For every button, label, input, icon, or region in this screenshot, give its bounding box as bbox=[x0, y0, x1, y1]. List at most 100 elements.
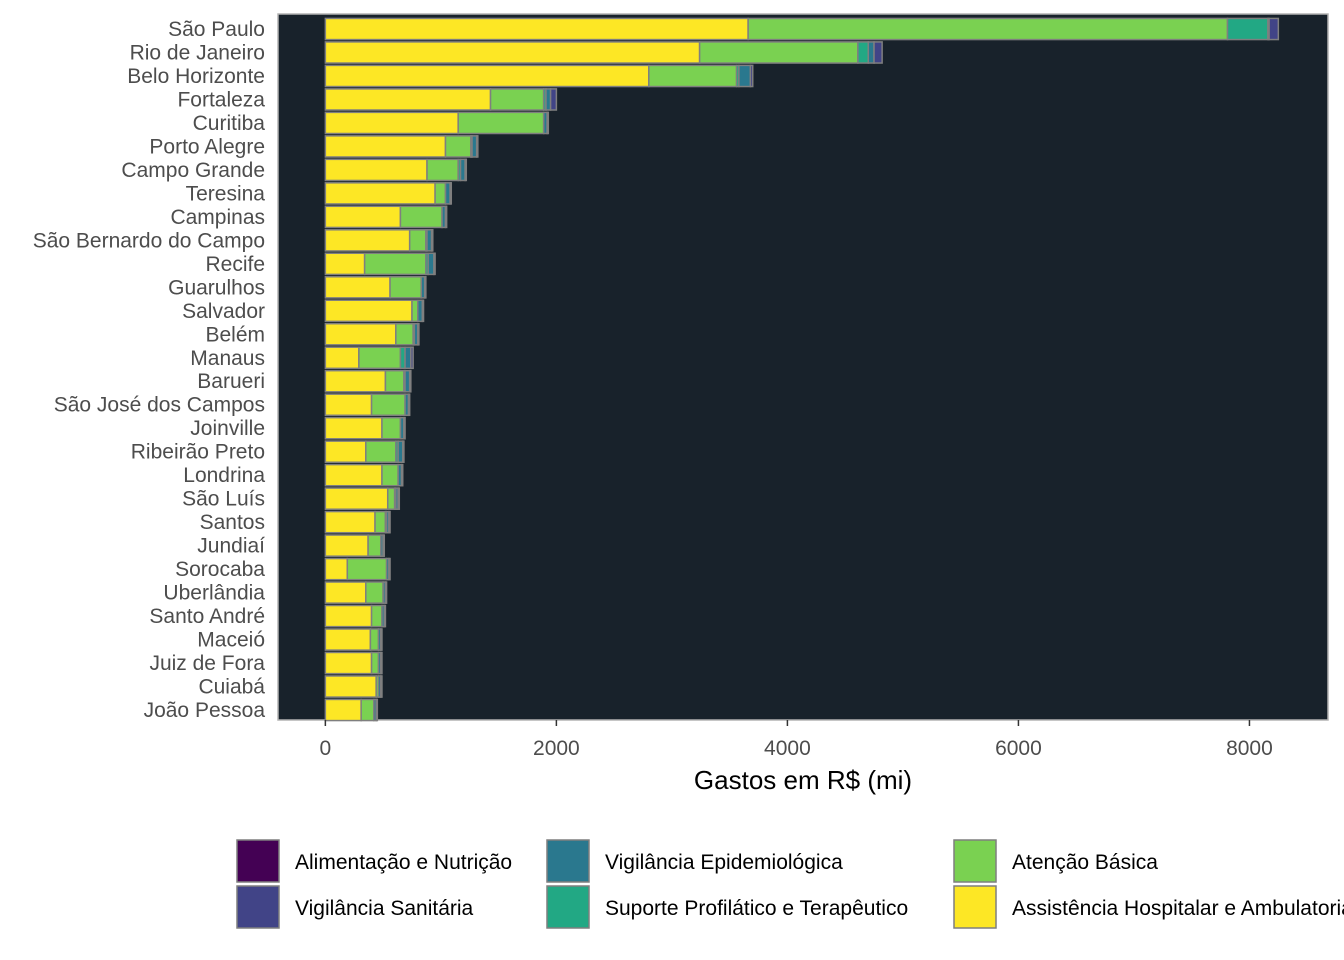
bar-segment bbox=[380, 651, 383, 675]
bar-segment bbox=[400, 463, 404, 487]
legend-label: Vigilância Sanitária bbox=[295, 897, 474, 920]
bar-segment bbox=[363, 252, 427, 276]
legend-swatch bbox=[546, 839, 590, 883]
bar-segment bbox=[747, 17, 1229, 41]
bar-segment bbox=[449, 182, 453, 205]
bar-segment bbox=[324, 463, 383, 487]
category-label: Jundiaí bbox=[197, 535, 265, 558]
bar-segment bbox=[427, 252, 435, 276]
bar-segment bbox=[324, 675, 377, 698]
bar-segment bbox=[384, 581, 388, 604]
bar-segment bbox=[411, 299, 419, 323]
category-label: Rio de Janeiro bbox=[130, 41, 265, 64]
bar-segment bbox=[423, 275, 427, 299]
bar-segment bbox=[381, 416, 402, 440]
bar-segment bbox=[388, 510, 391, 534]
bar-segment bbox=[324, 346, 360, 370]
category-label: Maceió bbox=[197, 629, 265, 652]
category-label: Belo Horizonte bbox=[127, 65, 265, 88]
bar-segment bbox=[421, 299, 425, 323]
bar-segment bbox=[384, 369, 405, 393]
category-label: Joinville bbox=[190, 417, 265, 440]
x-tick-label: 4000 bbox=[764, 737, 811, 760]
x-axis-title: Gastos em R$ (mi) bbox=[694, 765, 912, 795]
legend-label: Atenção Básica bbox=[1012, 851, 1158, 874]
bar-segment bbox=[324, 205, 402, 229]
bar-segment bbox=[444, 135, 472, 158]
legend-swatch bbox=[546, 885, 590, 929]
bar-segment bbox=[346, 557, 388, 581]
legend-swatch bbox=[953, 839, 997, 883]
legend: Alimentação e Nutrição Vigilância Sanitár… bbox=[236, 839, 1344, 929]
bar-segment bbox=[857, 41, 870, 64]
legend-label: Alimentação e Nutrição bbox=[295, 851, 512, 874]
bar-segment bbox=[383, 604, 387, 628]
bar-segment bbox=[324, 510, 376, 534]
bar-segment bbox=[324, 88, 492, 111]
x-axis-ticks: 0 2000 4000 6000 8000 bbox=[320, 720, 1273, 760]
bar-segment bbox=[324, 17, 749, 41]
bar-segment bbox=[404, 346, 412, 370]
category-label: Campinas bbox=[170, 206, 265, 229]
bar-segment bbox=[324, 393, 373, 417]
bar-segment bbox=[324, 158, 428, 182]
category-label: Fortaleza bbox=[177, 88, 265, 111]
legend-label: Suporte Profilático e Terapêutico bbox=[605, 897, 908, 920]
bar-segment bbox=[380, 675, 383, 698]
bar-segment bbox=[549, 88, 558, 111]
legend-swatch bbox=[236, 885, 280, 929]
bar-segment bbox=[380, 628, 383, 651]
bar-segment bbox=[489, 88, 545, 111]
bar-segment bbox=[324, 229, 411, 252]
bar-segment bbox=[324, 41, 701, 64]
bar-segment bbox=[389, 275, 422, 299]
bar-segment bbox=[324, 604, 373, 628]
bar-segment bbox=[434, 182, 447, 205]
bar-segment bbox=[360, 698, 375, 722]
bar-segment bbox=[370, 393, 406, 417]
bar-segment bbox=[403, 416, 406, 440]
bar-segment bbox=[365, 581, 384, 604]
bar-segment bbox=[1226, 17, 1269, 41]
bar-segment bbox=[738, 64, 752, 88]
bar-segment bbox=[444, 205, 448, 229]
category-label: Porto Alegre bbox=[149, 135, 265, 158]
bar-segment bbox=[324, 487, 389, 510]
bar-segment bbox=[365, 440, 397, 464]
category-label: Ribeirão Preto bbox=[131, 441, 265, 464]
bar-segment bbox=[408, 369, 412, 393]
bar-segment bbox=[873, 41, 883, 64]
category-label: Manaus bbox=[190, 347, 265, 370]
legend-label: Assistência Hospitalar e Ambulatorial bbox=[1012, 897, 1344, 920]
bar-segment bbox=[749, 64, 754, 88]
category-label: São Luís bbox=[182, 488, 265, 511]
x-tick-label: 8000 bbox=[1226, 737, 1273, 760]
bar-segment bbox=[430, 229, 434, 252]
legend-swatch bbox=[236, 839, 280, 883]
category-label: Santos bbox=[200, 511, 265, 534]
category-label: São Bernardo do Campo bbox=[33, 229, 265, 252]
category-label: Recife bbox=[205, 253, 265, 276]
bar-segment bbox=[407, 393, 411, 417]
bar-segment bbox=[324, 534, 369, 557]
bar-segment bbox=[464, 158, 468, 182]
bar-segment bbox=[417, 322, 420, 346]
bar-segment bbox=[324, 416, 383, 440]
bar-segment bbox=[698, 41, 859, 64]
category-label: São Paulo bbox=[168, 18, 265, 41]
bar-segment bbox=[324, 111, 459, 135]
category-label: Juiz de Fora bbox=[149, 652, 265, 675]
bar-segment bbox=[324, 698, 362, 722]
legend-label: Vigilância Epidemiológica bbox=[605, 851, 843, 874]
bars-group bbox=[324, 17, 1280, 722]
category-label: Uberlândia bbox=[163, 582, 265, 605]
bar-segment bbox=[475, 135, 479, 158]
bar-segment bbox=[433, 252, 436, 276]
category-label: Londrina bbox=[183, 464, 265, 487]
category-label: Belém bbox=[205, 323, 265, 346]
bar-segment bbox=[324, 299, 413, 323]
bar-segment bbox=[382, 534, 386, 557]
bar-segment bbox=[374, 510, 387, 534]
bar-segment bbox=[324, 440, 367, 464]
bar-segment bbox=[369, 628, 380, 651]
